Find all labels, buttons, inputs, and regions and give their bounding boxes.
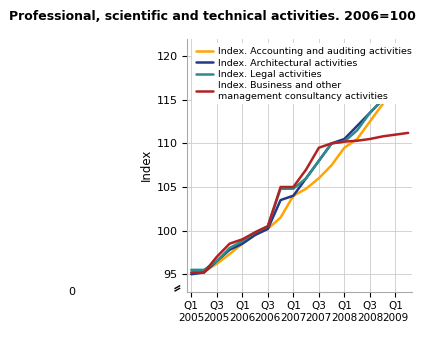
Index. Business and other
management consultancy activities — [405, 131, 410, 135]
Index. Accounting and auditing activities — [252, 233, 257, 237]
Index. Accounting and auditing activities — [405, 72, 410, 76]
Index. Architectural activities — [392, 93, 397, 97]
Index. Architectural activities — [239, 242, 244, 246]
Index. Architectural activities — [303, 176, 308, 180]
Index. Accounting and auditing activities — [227, 252, 232, 256]
Index. Architectural activities — [328, 141, 334, 145]
Index. Legal activities — [354, 128, 359, 132]
Index. Legal activities — [239, 239, 244, 243]
Index. Legal activities — [188, 268, 193, 272]
Index. Business and other
management consultancy activities — [316, 146, 321, 150]
Index. Accounting and auditing activities — [214, 262, 219, 266]
Index. Business and other
management consultancy activities — [214, 255, 219, 259]
Index. Legal activities — [392, 93, 397, 97]
Index. Architectural activities — [405, 93, 410, 97]
Index. Accounting and auditing activities — [341, 146, 346, 150]
Index. Architectural activities — [379, 98, 384, 102]
Index. Legal activities — [277, 187, 282, 191]
Index. Business and other
management consultancy activities — [252, 230, 257, 234]
Index. Accounting and auditing activities — [277, 216, 282, 220]
Index. Accounting and auditing activities — [379, 102, 384, 106]
Index. Architectural activities — [316, 159, 321, 163]
Line: Index. Legal activities: Index. Legal activities — [191, 95, 407, 270]
Index. Architectural activities — [214, 259, 219, 263]
Index. Legal activities — [379, 98, 384, 102]
Index. Business and other
management consultancy activities — [277, 185, 282, 189]
Index. Legal activities — [405, 93, 410, 97]
Index. Business and other
management consultancy activities — [328, 141, 334, 145]
Index. Architectural activities — [341, 137, 346, 141]
Index. Accounting and auditing activities — [290, 194, 295, 198]
Index. Architectural activities — [188, 272, 193, 276]
Index. Architectural activities — [227, 248, 232, 252]
Index. Business and other
management consultancy activities — [188, 270, 193, 274]
Index. Architectural activities — [201, 270, 206, 274]
Index. Legal activities — [341, 140, 346, 144]
Index. Business and other
management consultancy activities — [341, 140, 346, 144]
Index. Legal activities — [328, 141, 334, 145]
Index. Accounting and auditing activities — [201, 270, 206, 274]
Index. Business and other
management consultancy activities — [366, 137, 371, 141]
Index. Accounting and auditing activities — [188, 270, 193, 274]
Index. Business and other
management consultancy activities — [239, 237, 244, 241]
Line: Index. Business and other
management consultancy activities: Index. Business and other management con… — [191, 133, 407, 272]
Index. Accounting and auditing activities — [316, 176, 321, 180]
Index. Accounting and auditing activities — [354, 137, 359, 141]
Index. Legal activities — [252, 230, 257, 234]
Index. Legal activities — [366, 111, 371, 115]
Index. Business and other
management consultancy activities — [290, 185, 295, 189]
Line: Index. Accounting and auditing activities: Index. Accounting and auditing activitie… — [191, 74, 407, 272]
Index. Business and other
management consultancy activities — [227, 242, 232, 246]
Index. Accounting and auditing activities — [392, 89, 397, 93]
Index. Business and other
management consultancy activities — [392, 132, 397, 137]
Index. Accounting and auditing activities — [366, 120, 371, 124]
Legend: Index. Accounting and auditing activities, Index. Architectural activities, Inde: Index. Accounting and auditing activitie… — [192, 43, 414, 104]
Index. Legal activities — [265, 224, 270, 228]
Index. Business and other
management consultancy activities — [379, 134, 384, 138]
Index. Legal activities — [201, 268, 206, 272]
Index. Architectural activities — [290, 194, 295, 198]
Index. Legal activities — [316, 159, 321, 163]
Index. Architectural activities — [277, 198, 282, 202]
Index. Legal activities — [303, 176, 308, 180]
Index. Legal activities — [290, 187, 295, 191]
Index. Accounting and auditing activities — [239, 242, 244, 246]
Index. Accounting and auditing activities — [303, 187, 308, 191]
Text: 0: 0 — [68, 287, 75, 297]
Index. Architectural activities — [252, 233, 257, 237]
Index. Architectural activities — [265, 227, 270, 231]
Index. Business and other
management consultancy activities — [201, 270, 206, 274]
Index. Architectural activities — [354, 124, 359, 128]
Index. Legal activities — [227, 246, 232, 250]
Line: Index. Architectural activities: Index. Architectural activities — [191, 95, 407, 274]
Index. Business and other
management consultancy activities — [265, 224, 270, 228]
Index. Accounting and auditing activities — [265, 227, 270, 231]
Y-axis label: Index: Index — [139, 149, 152, 182]
Index. Legal activities — [214, 259, 219, 263]
Index. Business and other
management consultancy activities — [354, 139, 359, 143]
Text: Professional, scientific and technical activities. 2006=100: Professional, scientific and technical a… — [9, 10, 414, 23]
Index. Accounting and auditing activities — [328, 163, 334, 167]
Index. Business and other
management consultancy activities — [303, 168, 308, 172]
Index. Architectural activities — [366, 111, 371, 115]
